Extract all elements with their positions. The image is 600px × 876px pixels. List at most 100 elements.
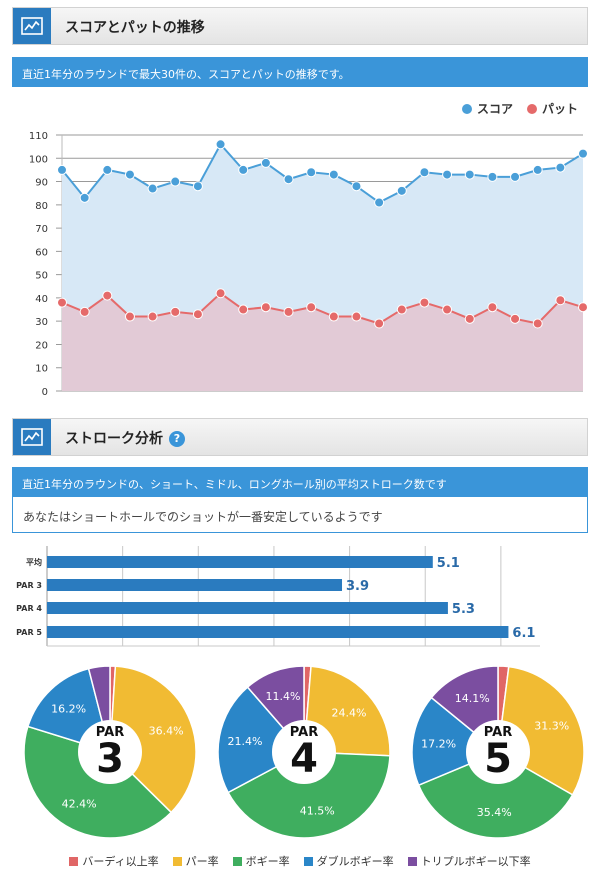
- slice-label: 14.1%: [455, 692, 490, 705]
- data-point[interactable]: [57, 297, 67, 308]
- data-point[interactable]: [57, 164, 67, 175]
- data-point[interactable]: [328, 169, 339, 180]
- y-tick-label: 110: [29, 131, 48, 142]
- data-point[interactable]: [306, 302, 317, 313]
- y-tick-label: 80: [35, 201, 48, 212]
- legend-swatch: [303, 856, 313, 866]
- data-point[interactable]: [464, 313, 475, 324]
- data-point[interactable]: [124, 311, 135, 322]
- data-point[interactable]: [555, 162, 566, 173]
- data-point[interactable]: [147, 183, 158, 194]
- data-point[interactable]: [260, 157, 271, 168]
- slice-label: 17.2%: [421, 737, 456, 750]
- legend-label: スコア: [476, 102, 513, 116]
- data-point[interactable]: [238, 164, 249, 175]
- section-title: スコアとパットの推移: [65, 20, 205, 36]
- bar-value-label: 6.1: [512, 626, 535, 641]
- data-point[interactable]: [215, 139, 226, 150]
- bar[interactable]: [47, 602, 448, 614]
- pie-slice[interactable]: [411, 696, 500, 787]
- y-tick-label: 90: [35, 178, 48, 189]
- bar[interactable]: [47, 579, 343, 591]
- data-point[interactable]: [79, 192, 90, 203]
- data-point[interactable]: [170, 176, 181, 187]
- y-tick-label: 30: [35, 317, 48, 328]
- data-point[interactable]: [396, 185, 407, 196]
- data-point[interactable]: [351, 311, 362, 322]
- pie-slice[interactable]: [109, 665, 197, 814]
- data-point[interactable]: [532, 164, 543, 175]
- data-point[interactable]: [147, 311, 158, 322]
- bar[interactable]: [47, 626, 509, 638]
- data-point[interactable]: [192, 309, 203, 320]
- slice-label: 35.4%: [477, 806, 512, 819]
- pie-slice[interactable]: [227, 751, 391, 839]
- legend-swatch: [232, 856, 242, 866]
- pie-legend: バーディ以上率 パー率 ボギー率 ダブルボギー率 トリプルボギー以下率: [0, 853, 600, 869]
- data-point[interactable]: [464, 169, 475, 180]
- data-point[interactable]: [102, 164, 113, 175]
- legend-item-birdie: バーディ以上率: [69, 853, 159, 869]
- data-point[interactable]: [510, 313, 521, 324]
- data-point[interactable]: [170, 306, 181, 317]
- bar-value-label: 5.3: [452, 602, 475, 617]
- data-point[interactable]: [487, 302, 498, 313]
- legend-swatch: [172, 856, 182, 866]
- data-point[interactable]: [442, 169, 453, 180]
- data-point[interactable]: [283, 306, 294, 317]
- pie-center-number: 5: [484, 736, 512, 782]
- stroke-analysis-section-header: ストローク分析?: [12, 418, 588, 456]
- slice-label: 21.4%: [228, 735, 263, 748]
- data-point[interactable]: [102, 290, 113, 301]
- data-point[interactable]: [419, 167, 430, 178]
- data-point[interactable]: [419, 297, 430, 308]
- y-tick-label: 70: [35, 224, 48, 235]
- legend-item-triple-bogey: トリプルボギー以下率: [407, 853, 531, 869]
- data-point[interactable]: [555, 295, 566, 306]
- data-point[interactable]: [79, 306, 90, 317]
- data-point[interactable]: [396, 304, 407, 315]
- data-point[interactable]: [192, 181, 203, 192]
- pie-center-par4: PAR 4: [272, 720, 336, 784]
- data-point[interactable]: [306, 167, 317, 178]
- data-point[interactable]: [578, 148, 588, 159]
- legend-label: バーディ以上率: [82, 855, 159, 868]
- pie-center-number: 3: [96, 736, 124, 782]
- bar[interactable]: [47, 556, 433, 568]
- data-point[interactable]: [442, 304, 453, 315]
- y-tick-label: 0: [42, 387, 48, 397]
- y-tick-label: 20: [35, 340, 48, 351]
- pie-slice[interactable]: [217, 686, 306, 794]
- data-point[interactable]: [328, 311, 339, 322]
- data-point[interactable]: [124, 169, 135, 180]
- par4-pie-chart: 24.4% 41.5% 21.4% 11.4%: [217, 665, 391, 839]
- data-point[interactable]: [283, 174, 294, 185]
- legend-swatch: [69, 856, 79, 866]
- y-tick-label: 10: [35, 364, 48, 375]
- data-point[interactable]: [238, 304, 249, 315]
- pie-slice[interactable]: [417, 751, 574, 839]
- slice-label: 16.2%: [51, 703, 86, 716]
- data-point[interactable]: [578, 302, 588, 313]
- pie-center-label: PAR: [289, 725, 319, 740]
- slice-label: 41.5%: [300, 805, 335, 818]
- data-point[interactable]: [260, 302, 271, 313]
- data-point[interactable]: [510, 171, 521, 182]
- help-icon[interactable]: ?: [169, 431, 185, 447]
- pie-slice[interactable]: [23, 725, 173, 839]
- data-point[interactable]: [351, 181, 362, 192]
- data-point[interactable]: [374, 318, 385, 329]
- data-point[interactable]: [532, 318, 543, 329]
- line-legend: スコア パット: [461, 100, 578, 117]
- data-point[interactable]: [374, 197, 385, 208]
- data-point[interactable]: [487, 171, 498, 182]
- analysis-message: あなたはショートホールでのショットが一番安定しているようです: [12, 497, 588, 533]
- category-label: 平均: [26, 557, 42, 567]
- data-point[interactable]: [215, 288, 226, 299]
- chart-trend-icon: [13, 419, 51, 455]
- pie-center-label: PAR: [483, 725, 513, 740]
- pie-center-label: PAR: [95, 725, 125, 740]
- y-tick-label: 100: [29, 154, 48, 165]
- y-tick-label: 40: [35, 294, 48, 305]
- legend-swatch: [407, 856, 417, 866]
